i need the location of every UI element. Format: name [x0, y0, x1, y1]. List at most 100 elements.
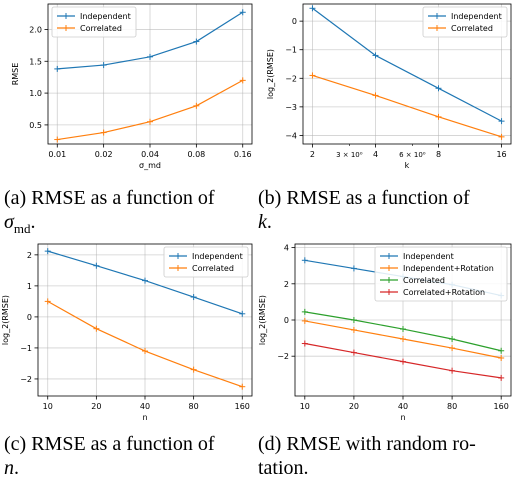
data-point [350, 349, 357, 356]
data-point [309, 5, 316, 12]
y-tick-label: 1 [27, 282, 32, 291]
caption-a-line1: (a) RMSE as a function of [4, 187, 215, 209]
x-tick-label: 4 [373, 150, 378, 159]
data-point [100, 62, 107, 69]
caption-a: (a) RMSE as a function of σmd. [4, 186, 215, 241]
data-point [400, 326, 406, 333]
y-tick-label: −4 [285, 131, 297, 140]
chart-panel-b: 2 4 8 16 3 × 10⁰ 6 × 10⁰ −4 −3 −2 −1 0 k log_2(RMSE)… [257, 0, 514, 176]
x-tick-label: 0.02 [95, 150, 113, 159]
legend: Independent Independent+Rotation Correlate… [374, 246, 508, 302]
legend-label: Independent [192, 252, 243, 261]
data-point [350, 317, 357, 323]
x-tick-label: 40 [398, 402, 408, 411]
y-tick-label: −2 [20, 375, 32, 384]
data-point [400, 358, 406, 365]
x-tick-label: 16 [496, 150, 506, 159]
data-point [190, 366, 197, 373]
data-point [44, 248, 51, 255]
data-point [449, 345, 456, 352]
data-point [498, 133, 505, 140]
y-axis-label: log_2(RMSE) [266, 49, 275, 99]
chart-d: 10 20 40 80 160−2024nlog_2(RMSE)IndependentI… [258, 243, 512, 422]
x-tick-label: 0.01 [48, 150, 66, 159]
legend-item: Independent [428, 12, 502, 21]
grid [38, 244, 252, 396]
legend-item: Independent [169, 252, 243, 261]
x-tick-label: 2 [310, 150, 315, 159]
y-tick-label: 0.5 [29, 121, 42, 130]
legend-label: Correlated [403, 276, 445, 285]
legend-item: Independent+Rotation [380, 264, 494, 273]
chart-c: 10 20 40 80 160 −2 −1 0 1 2 n log_2(RMSE) Independen… [1, 243, 253, 422]
caption-c-tail: . [14, 457, 19, 479]
data-point [435, 113, 442, 120]
caption-b-tail: . [266, 211, 272, 233]
data-point [54, 65, 61, 72]
chart-b: 2 4 8 16 3 × 10⁰ 6 × 10⁰ −4 −3 −2 −1 0 k log_2(RMSE)… [266, 3, 512, 170]
data-point [498, 355, 505, 361]
data-point [301, 308, 308, 315]
y-tick-label: −1 [285, 46, 297, 55]
caption-a-math: σ [4, 211, 14, 233]
legend-item: Correlated [57, 24, 122, 33]
x-minor-tick-label: 3 × 10⁰ [336, 151, 363, 159]
plot-frame [302, 3, 512, 145]
caption-d-line2: tation. [258, 457, 309, 479]
data-point [93, 325, 100, 332]
legend-item: Correlated [169, 264, 234, 273]
data-point [435, 85, 442, 92]
data-point [147, 53, 153, 60]
data-point [239, 383, 246, 390]
caption-a-tail: . [30, 211, 36, 233]
legend-label: Correlated [80, 24, 122, 33]
legend-item: Correlated+Rotation [380, 288, 485, 297]
caption-d: (d) RMSE with random ro- tation. [258, 432, 476, 480]
legend: Independent Correlated [422, 6, 508, 38]
y-tick-label: 4 [284, 244, 289, 253]
x-tick-label: 0.16 [234, 150, 252, 159]
data-point [400, 336, 406, 342]
y-tick-label: 0 [292, 17, 297, 26]
x-tick-label: 160 [494, 402, 509, 411]
series-line [312, 74, 502, 138]
data-point [372, 52, 379, 59]
data-point [498, 118, 505, 125]
y-axis-label: log_2(RMSE) [258, 295, 267, 345]
y-tick-label: −2 [277, 352, 289, 361]
x-tick-label: 0.08 [187, 150, 205, 159]
y-tick-label: −3 [285, 103, 297, 112]
y-tick-label: 2.0 [29, 25, 42, 34]
legend-item: Correlated [380, 276, 445, 285]
data-point [449, 367, 456, 374]
data-point [372, 92, 379, 99]
legend-item: Correlated [428, 24, 493, 33]
x-axis-label: n [142, 413, 147, 422]
y-axis-label: log_2(RMSE) [1, 295, 10, 345]
data-point [142, 348, 148, 355]
y-tick-label: −1 [20, 344, 32, 353]
y-tick-label: 2 [27, 251, 32, 260]
x-tick-label: 80 [447, 402, 457, 411]
data-point [350, 326, 357, 333]
legend: Independent Correlated [51, 6, 137, 38]
data-point [239, 77, 246, 84]
data-point [193, 102, 200, 109]
data-point [93, 262, 100, 269]
legend-label: Correlated [192, 264, 234, 273]
data-point [44, 298, 51, 305]
chart-panel-c: 10 20 40 80 160 −2 −1 0 1 2 n log_2(RMSE) Independen… [0, 240, 257, 422]
y-tick-label: −2 [285, 74, 297, 83]
x-tick-label: 20 [91, 402, 101, 411]
data-point [301, 340, 308, 347]
caption-c-line1: (c) RMSE as a function of [4, 433, 215, 455]
data-point [449, 336, 456, 342]
y-tick-label: 0 [284, 316, 289, 325]
legend-label: Correlated+Rotation [403, 288, 485, 297]
legend-item: Independent [57, 12, 131, 21]
chart-panel-d: 10 20 40 80 160 −2 0 2 4 n log_2(RMSE) Independent I… [257, 240, 514, 422]
x-axis-label: k [405, 161, 410, 170]
x-tick-label: 10 [43, 402, 53, 411]
legend-box [163, 246, 249, 278]
caption-b-line1: (b) RMSE as a function of [258, 187, 470, 209]
